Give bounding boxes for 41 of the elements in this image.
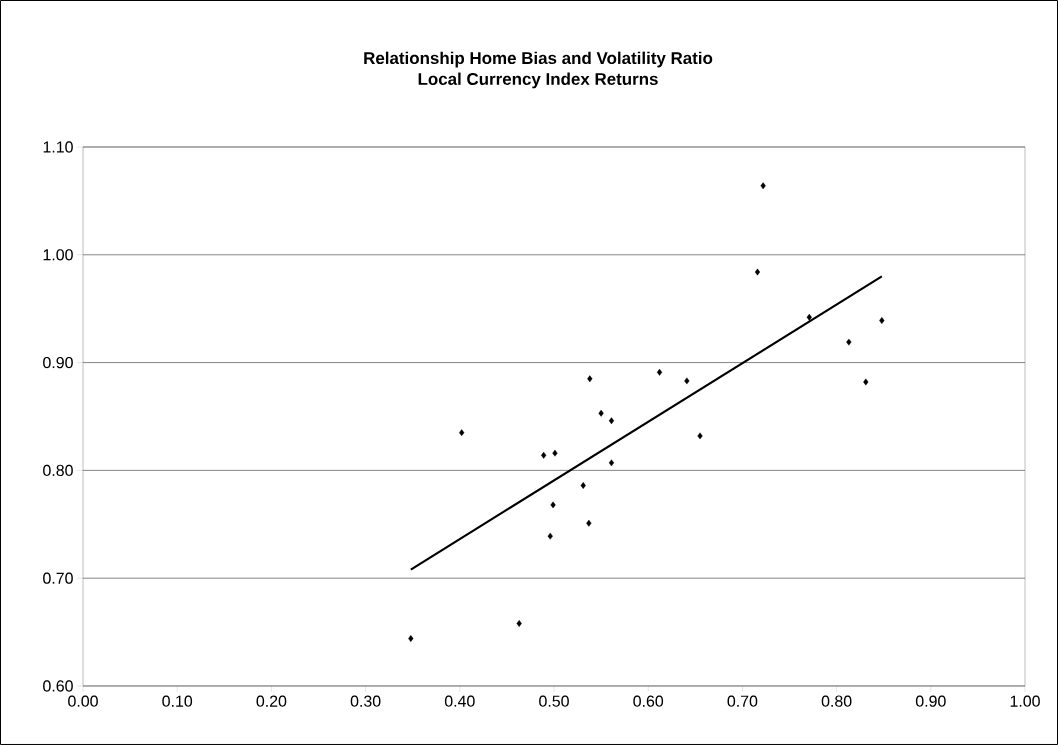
y-tick-label: 1.10 [43, 141, 73, 153]
x-tick-label: 0.30 [350, 695, 381, 707]
point [608, 459, 615, 467]
y-tick-label: 0.70 [43, 572, 73, 584]
x-tick-label: 0.20 [256, 695, 287, 707]
point [754, 268, 761, 276]
x-tick-label: 1.00 [1010, 695, 1040, 707]
point [879, 317, 885, 324]
point [552, 449, 558, 457]
point [541, 451, 547, 459]
x-tick-label: 0.90 [915, 695, 946, 707]
point [656, 368, 663, 376]
x-tick-label: 0.50 [539, 695, 569, 707]
point [760, 182, 766, 190]
y-tick-label: 0.90 [43, 356, 73, 369]
point [598, 409, 604, 417]
point [550, 501, 556, 509]
x-tick-label: 0.40 [444, 695, 475, 707]
y-tick-label: 0.60 [43, 680, 73, 692]
point [408, 635, 414, 642]
chart-subtitle: Local Currency Index Returns [418, 72, 658, 89]
point [547, 532, 553, 540]
point [806, 313, 812, 321]
point [516, 620, 522, 627]
point [846, 338, 852, 346]
point [697, 432, 703, 440]
y-tick-label: 0.80 [43, 464, 73, 477]
x-tick-label: 0.70 [727, 695, 758, 707]
x-tick-label: 0.60 [633, 695, 664, 707]
point [580, 482, 586, 489]
chart-title: Relationship Home Bias and Volatility Ratio [364, 51, 713, 68]
x-tick-label: 0.80 [821, 695, 852, 707]
point [587, 375, 593, 383]
point [863, 378, 869, 386]
y-tick-label: 1.00 [43, 249, 73, 261]
x-tick-label: 0.00 [68, 695, 98, 707]
x-tick-label: 0.10 [162, 695, 193, 707]
point [684, 377, 690, 385]
point [459, 429, 465, 437]
point [586, 519, 592, 527]
point [608, 417, 615, 425]
